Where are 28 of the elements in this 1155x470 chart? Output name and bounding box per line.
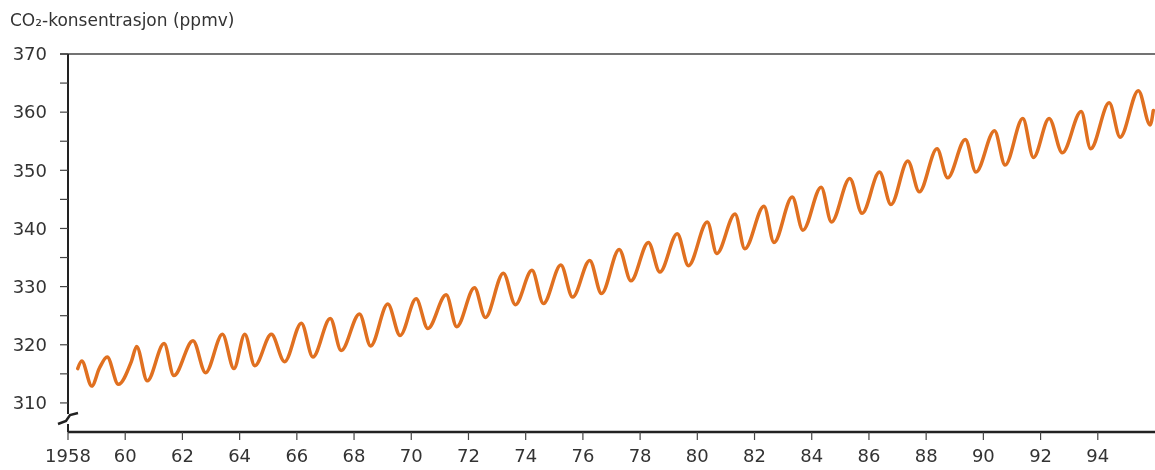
x-tick-label: 60	[113, 445, 137, 466]
x-tick-label: 62	[170, 445, 194, 466]
x-tick-label: 68	[342, 445, 366, 466]
x-tick-label: 80	[685, 445, 709, 466]
x-tick-label: 88	[914, 445, 938, 466]
y-tick-label: 310	[12, 392, 47, 414]
x-tick-label: 82	[743, 445, 766, 466]
x-tick-label: 1958	[45, 445, 91, 466]
y-tick-label: 330	[12, 275, 47, 297]
x-tick-label: 78	[628, 445, 652, 466]
x-tick-label: 90	[971, 445, 995, 466]
y-tick-label: 360	[12, 101, 47, 123]
x-tick-label: 76	[571, 445, 595, 466]
x-tick-label: 94	[1086, 445, 1110, 466]
y-axis-title: CO₂-konsentrasjon (ppmv)	[10, 10, 235, 30]
x-tick-label: 74	[514, 445, 538, 466]
y-tick-label: 340	[12, 217, 47, 239]
x-tick-label: 64	[228, 445, 252, 466]
x-tick-label: 70	[399, 445, 423, 466]
x-tick-label: 66	[285, 445, 309, 466]
line-series	[75, 88, 1155, 388]
y-tick-label: 370	[12, 43, 47, 65]
y-tick-label: 320	[12, 334, 47, 356]
y-tick-label: 350	[12, 159, 47, 181]
x-tick-label: 72	[457, 445, 480, 466]
x-tick-label: 84	[800, 445, 824, 466]
x-tick-label: 86	[857, 445, 881, 466]
x-tick-label: 92	[1029, 445, 1053, 466]
